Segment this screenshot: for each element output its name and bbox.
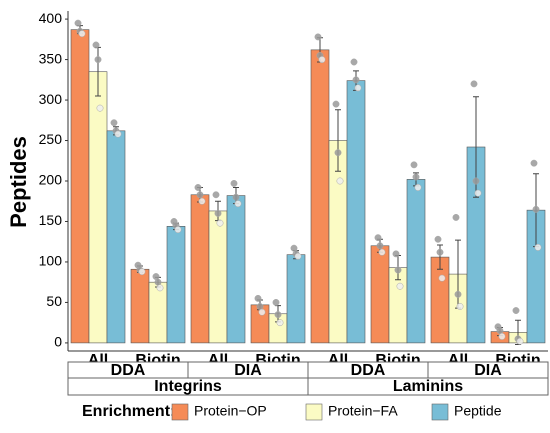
data-point	[138, 268, 146, 276]
legend-label: Protein−OP	[194, 403, 267, 419]
panel-label: Integrins	[154, 378, 222, 395]
data-point	[378, 248, 386, 256]
data-point	[512, 307, 520, 314]
data-point	[374, 234, 382, 242]
data-point	[456, 303, 464, 310]
data-point	[472, 177, 480, 185]
data-point	[474, 189, 482, 197]
facet-label: DIA	[234, 362, 262, 379]
bar	[190, 194, 210, 344]
legend-title: Enrichment:	[82, 403, 175, 420]
data-point	[336, 177, 344, 185]
bar	[166, 226, 186, 344]
data-point	[392, 250, 400, 258]
data-point	[530, 159, 538, 167]
data-point	[318, 56, 326, 64]
data-point	[258, 308, 266, 316]
y-tick-label: 0	[54, 334, 62, 350]
bar	[226, 195, 246, 344]
y-tick-label: 150	[39, 212, 63, 228]
data-point	[94, 56, 102, 64]
panel-strip	[307, 377, 549, 396]
facet-label: DDA	[351, 362, 386, 379]
bar	[208, 210, 228, 344]
data-point	[232, 193, 240, 201]
y-tick-label: 250	[39, 131, 63, 147]
panel-label: Laminins	[393, 378, 463, 395]
data-point	[276, 319, 284, 327]
data-point	[414, 184, 422, 191]
data-point	[272, 298, 280, 306]
legend-label: Protein−FA	[328, 403, 398, 419]
bar	[70, 29, 90, 344]
bar	[406, 179, 426, 344]
data-point	[74, 19, 82, 27]
bar	[88, 71, 108, 344]
data-point	[194, 184, 202, 191]
data-point	[332, 100, 340, 108]
y-tick-label: 100	[39, 253, 63, 269]
y-tick-label: 50	[46, 293, 62, 309]
data-point	[498, 332, 506, 340]
data-point	[96, 104, 104, 112]
data-point	[314, 33, 322, 41]
data-point	[452, 213, 460, 221]
data-point	[110, 119, 118, 127]
bar	[106, 130, 126, 344]
data-point	[412, 173, 420, 181]
bar	[430, 256, 450, 344]
data-point	[436, 248, 444, 256]
data-point	[350, 58, 358, 66]
data-point	[534, 243, 542, 251]
data-point	[516, 337, 524, 345]
data-point	[92, 41, 100, 49]
legend-swatch	[431, 403, 449, 421]
legend-label: Peptide	[454, 403, 502, 419]
facet-label: DIA	[474, 362, 502, 379]
data-point	[438, 274, 446, 282]
y-tick-label: 200	[39, 172, 63, 188]
y-tick-label: 350	[39, 50, 63, 66]
data-point	[196, 191, 204, 199]
bar	[286, 254, 306, 344]
data-point	[294, 252, 302, 260]
bar	[346, 80, 366, 344]
data-point	[352, 76, 360, 84]
data-point	[396, 282, 404, 290]
data-point	[212, 191, 220, 199]
y-tick-label: 400	[39, 10, 63, 26]
bar	[310, 49, 330, 344]
data-point	[114, 130, 122, 138]
data-point	[216, 219, 224, 227]
legend-swatch	[171, 403, 189, 421]
data-point	[274, 311, 282, 319]
legend-swatch	[305, 403, 323, 421]
bar	[148, 281, 168, 344]
data-point	[454, 290, 462, 298]
y-axis-title: Peptides	[6, 136, 31, 228]
data-point	[78, 30, 86, 38]
facet-label: DDA	[111, 362, 146, 379]
bar	[370, 245, 390, 344]
data-point	[434, 235, 442, 243]
data-point	[198, 197, 206, 205]
data-point	[354, 84, 362, 92]
data-point	[254, 294, 262, 302]
data-point	[234, 200, 242, 208]
error-bar	[335, 109, 341, 172]
data-point	[376, 242, 384, 250]
y-tick-label: 300	[39, 91, 63, 107]
data-point	[410, 161, 418, 169]
data-point	[470, 80, 478, 88]
data-point	[156, 284, 164, 292]
data-point	[394, 266, 402, 274]
data-point	[174, 226, 182, 234]
bar	[130, 268, 150, 344]
data-point	[230, 179, 238, 187]
data-point	[334, 149, 342, 157]
data-point	[214, 209, 222, 217]
data-point	[532, 205, 540, 213]
